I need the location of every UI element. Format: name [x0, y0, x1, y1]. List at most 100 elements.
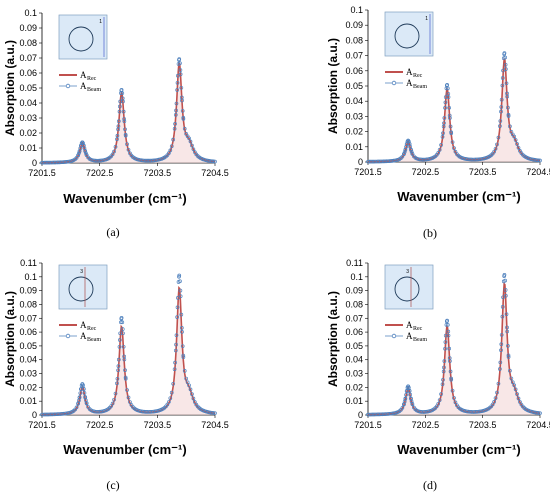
beam-point	[77, 398, 81, 403]
beam-point	[512, 383, 517, 388]
beam-point	[169, 144, 174, 149]
beam-point	[447, 346, 452, 351]
beam-point	[447, 113, 452, 118]
y-tick-label: 0.09	[19, 286, 37, 296]
x-tick-label: 7204.5	[526, 167, 550, 177]
y-tick-label: 0.1	[24, 8, 37, 18]
beam-point	[443, 340, 448, 344]
beam-point	[184, 376, 189, 381]
beam-point	[449, 376, 453, 381]
y-tick-label: 0.06	[345, 66, 363, 76]
beam-point	[407, 388, 412, 393]
legend-rec-subscript: Rec	[87, 326, 97, 332]
beam-point	[453, 400, 458, 405]
beam-point	[492, 400, 496, 404]
x-tick-label: 7203.5	[144, 168, 172, 178]
y-tick-label: 0.03	[345, 369, 363, 379]
beam-point	[448, 359, 452, 363]
beam-point	[120, 91, 125, 96]
beam-point	[171, 137, 176, 142]
beam-point	[408, 392, 413, 397]
panel-label: (c)	[106, 478, 119, 492]
beam-point	[441, 124, 446, 129]
beam-point	[188, 139, 193, 144]
beam-point	[178, 68, 183, 72]
beam-point	[77, 395, 82, 400]
beam-point	[83, 149, 87, 153]
beam-point	[115, 381, 119, 386]
y-tick-label: 0.01	[345, 142, 363, 152]
y-tick-label: 0.1	[24, 272, 37, 282]
beam-point	[117, 338, 122, 342]
beam-point	[180, 330, 184, 334]
beam-point	[120, 327, 125, 331]
beam-point	[181, 353, 186, 358]
y-tick-label: 0.06	[19, 327, 37, 337]
beam-point	[402, 151, 406, 156]
beam-point	[505, 325, 509, 330]
beam-point	[185, 380, 190, 385]
beam-point	[509, 376, 514, 381]
beam-point	[121, 331, 125, 336]
x-tick-label: 7203.5	[469, 420, 497, 430]
beam-point	[442, 359, 447, 363]
beam-point	[177, 57, 182, 61]
beam-profile-inset: 1	[58, 14, 108, 60]
beam-point	[495, 142, 499, 147]
y-tick-label: 0.04	[345, 355, 363, 365]
y-tick-label: 0.01	[345, 396, 363, 406]
legend-rec-subscript: Rec	[413, 326, 423, 332]
beam-point	[191, 396, 196, 401]
beam-point	[493, 146, 498, 151]
beam-point	[76, 153, 81, 157]
beam-point	[178, 279, 182, 284]
inset-frame	[384, 11, 434, 57]
beam-point	[504, 312, 509, 317]
y-axis-title: Absorption (a.u.)	[3, 291, 17, 387]
beam-point	[119, 320, 123, 325]
legend-beam-swatch-marker	[65, 333, 71, 339]
legend-beam-label: A	[80, 81, 87, 91]
beam-point	[167, 151, 171, 155]
beam-point	[125, 388, 129, 392]
rec-series-area	[42, 287, 215, 415]
beam-point	[445, 82, 449, 87]
beam-point	[450, 388, 455, 393]
beam-point	[403, 396, 408, 401]
beam-point	[504, 81, 509, 86]
legend-beam-swatch-marker	[391, 333, 397, 339]
legend-beam-label: A	[80, 331, 87, 341]
y-tick-label: 0.04	[19, 355, 37, 365]
beam-profile-inset: 1	[384, 11, 434, 57]
beam-point	[508, 124, 512, 129]
beam-profile-inset: 3	[58, 264, 108, 310]
y-tick-label: 0.07	[19, 53, 37, 63]
beam-point	[440, 382, 445, 387]
beam-point	[180, 344, 185, 349]
y-tick-label: 0.02	[19, 128, 37, 138]
beam-point	[436, 151, 441, 155]
y-tick-label: 0.09	[19, 23, 37, 33]
rec-series-area	[368, 59, 540, 162]
inset-circle	[394, 276, 420, 302]
inset-beam-number: 1	[99, 19, 102, 25]
x-tick-label: 7204.5	[201, 168, 229, 178]
beam-point	[175, 315, 180, 319]
y-tick-label: 0.01	[19, 396, 37, 406]
beam-point	[117, 109, 122, 114]
beam-point	[441, 369, 446, 374]
beam-point	[495, 390, 499, 395]
beam-point	[448, 124, 453, 129]
beam-point	[77, 151, 81, 156]
chart-panel-b: 0 0.01 0.02 0.03 0.04 0.05 0.06 0.07 0.08 0.09 0.1…	[326, 5, 550, 240]
y-tick-label: 0.06	[345, 327, 363, 337]
y-tick-label: 0.06	[19, 68, 37, 78]
beam-point	[122, 117, 127, 121]
inset-circle	[68, 276, 94, 302]
beam-point	[179, 325, 184, 330]
beam-point	[506, 344, 510, 348]
beam-point	[492, 149, 496, 154]
beam-point	[180, 98, 184, 103]
beam-point	[178, 72, 183, 77]
beam-point	[516, 145, 521, 150]
